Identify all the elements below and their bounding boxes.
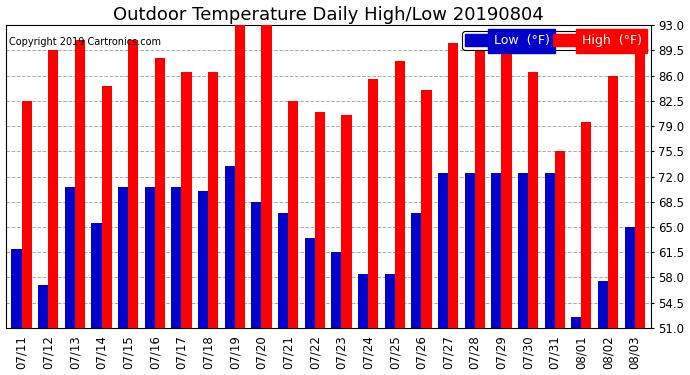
Bar (91, 224, 101, 328)
Bar (331, 252, 342, 328)
Bar (411, 213, 422, 328)
Bar (598, 281, 608, 328)
Bar (518, 173, 528, 328)
Bar (582, 123, 591, 328)
Bar (145, 188, 155, 328)
Bar (464, 173, 475, 328)
Title: Outdoor Temperature Daily High/Low 20190804: Outdoor Temperature Daily High/Low 20190… (112, 6, 544, 24)
Bar (198, 191, 208, 328)
Bar (118, 188, 128, 328)
Bar (251, 202, 262, 328)
Bar (305, 238, 315, 328)
Bar (12, 249, 21, 328)
Bar (555, 151, 565, 328)
Bar (544, 173, 555, 328)
Bar (315, 112, 325, 328)
Bar (278, 213, 288, 328)
Bar (171, 188, 181, 328)
Bar (422, 90, 431, 328)
Bar (342, 115, 352, 328)
Text: Copyright 2019 Cartronics.com: Copyright 2019 Cartronics.com (9, 37, 161, 47)
Bar (358, 274, 368, 328)
Bar (128, 39, 138, 328)
Bar (225, 166, 235, 328)
Bar (384, 274, 395, 328)
Bar (155, 57, 165, 328)
Bar (75, 39, 85, 328)
Bar (208, 72, 218, 328)
Bar (65, 188, 75, 328)
Bar (608, 76, 618, 328)
Bar (528, 72, 538, 328)
Bar (395, 61, 405, 328)
Bar (235, 25, 245, 328)
Bar (48, 50, 59, 328)
Bar (38, 285, 48, 328)
Bar (448, 43, 458, 328)
Bar (624, 227, 635, 328)
Bar (288, 101, 298, 328)
Bar (262, 25, 272, 328)
Bar (21, 101, 32, 328)
Bar (438, 173, 448, 328)
Bar (475, 47, 485, 328)
Bar (368, 79, 378, 328)
Bar (101, 86, 112, 328)
Bar (502, 50, 511, 328)
Bar (491, 173, 502, 328)
Bar (635, 43, 645, 328)
Bar (181, 72, 192, 328)
Legend: Low  (°F), High  (°F): Low (°F), High (°F) (462, 32, 644, 50)
Bar (571, 317, 582, 328)
